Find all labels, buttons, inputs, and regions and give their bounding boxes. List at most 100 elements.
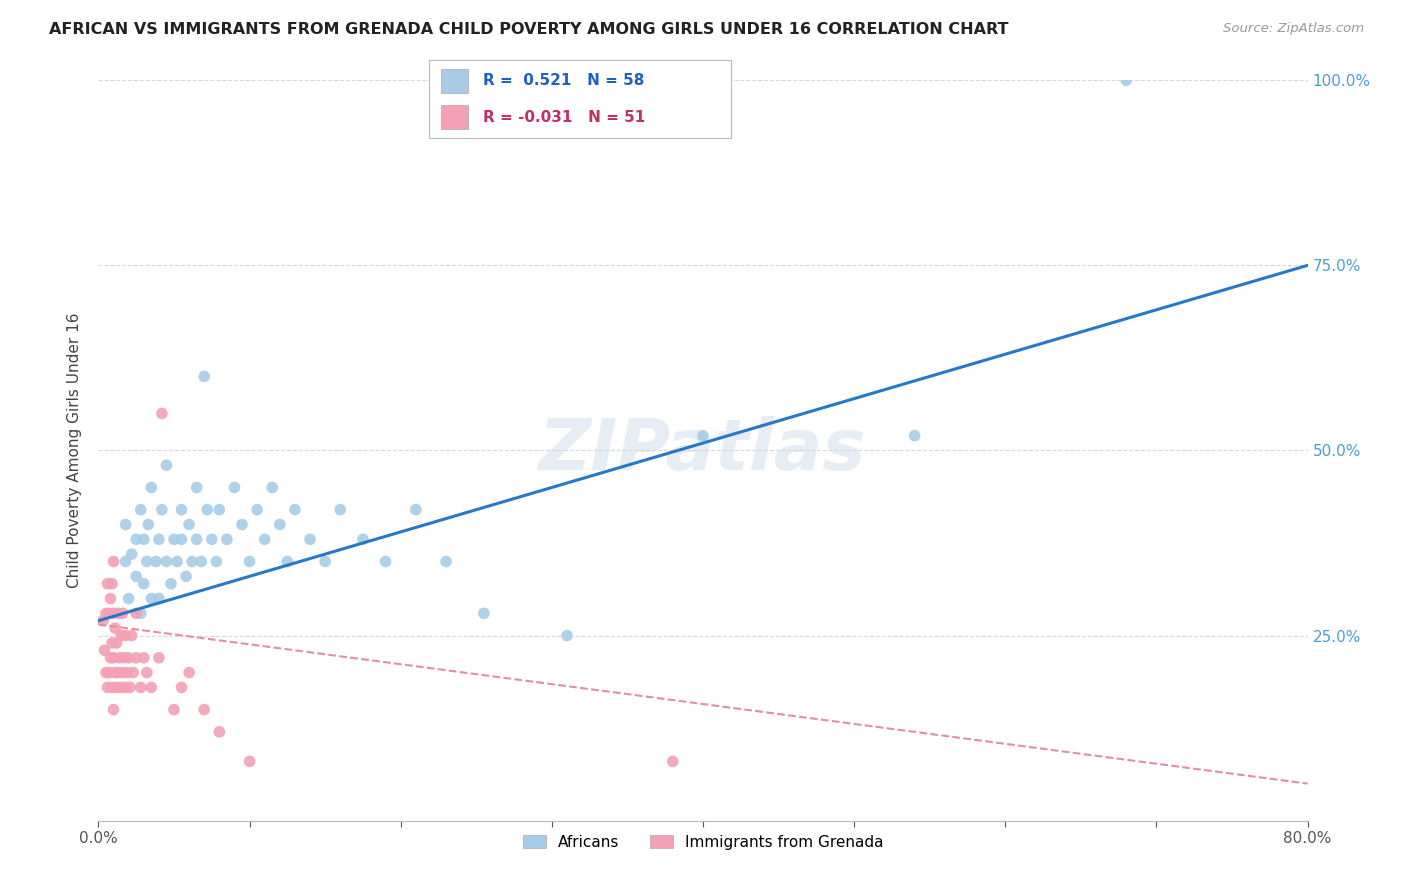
Point [141,591,163,606]
Point [111,665,134,680]
Point [100,650,122,665]
Point [205,555,228,569]
Point [661,755,683,769]
Point [121,628,143,642]
Point [136,517,159,532]
Text: Source: ZipAtlas.com: Source: ZipAtlas.com [1223,22,1364,36]
Point [208,724,231,739]
Point [107,607,129,621]
Point [129,681,152,695]
Point [100,591,122,606]
Point [101,681,124,695]
Point [215,533,238,547]
Point [132,650,155,665]
Point [170,681,193,695]
Point [145,555,167,569]
Point [135,555,157,569]
Point [179,517,201,532]
Y-axis label: Child Poverty Among Girls Under 16: Child Poverty Among Girls Under 16 [67,313,83,588]
Point [163,703,186,717]
Point [98,607,121,621]
Point [253,533,276,547]
Text: R =  0.521   N = 58: R = 0.521 N = 58 [484,73,644,88]
Point [107,665,129,680]
Point [208,502,231,516]
Point [148,591,170,606]
Point [96,576,118,591]
Legend: Africans, Immigrants from Grenada: Africans, Immigrants from Grenada [515,827,891,857]
Point [166,555,188,569]
Point [201,533,224,547]
Point [160,576,183,591]
Point [148,533,170,547]
Point [284,502,307,516]
Point [193,703,215,717]
Point [352,533,374,547]
Point [94,665,117,680]
Point [193,369,215,384]
Point [405,502,427,516]
Point [103,607,125,621]
Point [111,607,134,621]
Point [121,547,143,561]
Point [122,665,145,680]
Point [93,643,115,657]
Point [170,533,193,547]
Point [186,533,208,547]
Point [239,755,262,769]
Point [101,636,124,650]
Point [105,681,128,695]
Point [179,665,201,680]
Point [224,480,246,494]
Point [96,681,118,695]
Point [276,555,298,569]
Bar [441,70,468,93]
Point [174,569,197,583]
Point [98,665,121,680]
Point [118,650,141,665]
Point [555,628,578,642]
Point [114,517,136,532]
Point [105,636,128,650]
Point [118,591,141,606]
Point [114,628,136,642]
Point [246,502,269,516]
Point [269,517,291,532]
Point [190,555,212,569]
Point [170,502,193,516]
Point [125,607,148,621]
Point [120,681,142,695]
Point [114,681,136,695]
Point [374,555,396,569]
Text: AFRICAN VS IMMIGRANTS FROM GRENADA CHILD POVERTY AMONG GIRLS UNDER 16 CORRELATIO: AFRICAN VS IMMIGRANTS FROM GRENADA CHILD… [49,22,1008,37]
Point [155,458,177,473]
Point [181,555,204,569]
Point [692,428,714,442]
Point [125,650,148,665]
Point [101,576,124,591]
Point [108,650,131,665]
Point [115,665,138,680]
Point [150,407,173,421]
Point [103,703,125,717]
Point [114,555,136,569]
Point [148,650,170,665]
Point [129,502,152,516]
Point [239,555,262,569]
Point [1115,73,1137,87]
Point [141,480,163,494]
Point [112,650,135,665]
Point [155,555,177,569]
Point [314,555,336,569]
Point [110,628,132,642]
Point [125,533,148,547]
Point [91,614,114,628]
Text: R = -0.031   N = 51: R = -0.031 N = 51 [484,110,645,125]
Point [329,502,352,516]
Point [132,576,155,591]
Point [103,555,125,569]
Point [103,650,125,665]
Point [104,665,127,680]
Point [163,533,186,547]
Point [135,665,157,680]
